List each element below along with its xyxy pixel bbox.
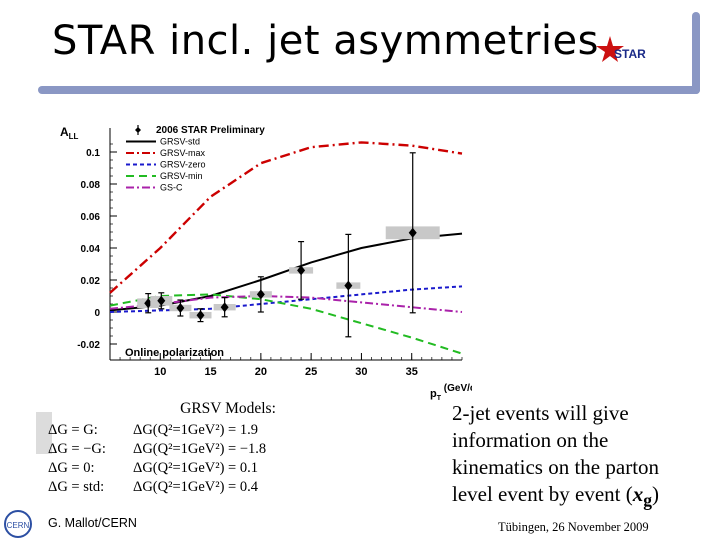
model-dg: ΔG = G: [48, 422, 98, 438]
model-row: ΔG = std: ΔG(Q²=1GeV²) = 0.4 [48, 479, 348, 498]
x-tick-label: 35 [406, 366, 418, 378]
model-dg: ΔG = std: [48, 479, 105, 495]
x-tick-label: 30 [355, 366, 367, 378]
model-row: ΔG = G: ΔG(Q²=1GeV²) = 1.9 [48, 422, 348, 441]
data-point [176, 303, 185, 313]
curve-grsv-min [109, 293, 463, 355]
legend-label: GRSV-min [160, 171, 203, 181]
description-line4-prefix: level event by event ( [452, 482, 633, 506]
legend-label: GRSV-zero [160, 160, 206, 170]
y-tick-label: 0 [94, 308, 100, 319]
description-line: level event by event (xg) [452, 481, 712, 514]
y-tick-label: 0.02 [81, 276, 101, 287]
title-side-bar [692, 12, 700, 94]
description-line: 2-jet events will give [452, 401, 629, 425]
model-row: ΔG = −G: ΔG(Q²=1GeV²) = −1.8 [48, 441, 348, 460]
slide-title: STAR incl. jet asymmetries [52, 18, 599, 64]
legend-label: GS-C [160, 183, 183, 193]
y-tick-label: 0.06 [81, 212, 101, 223]
title-underline-bar [38, 86, 700, 94]
star-logo-star-icon [596, 36, 624, 62]
description-line4-suffix: ) [652, 482, 660, 506]
data-point [344, 280, 353, 291]
x-tick-label: 25 [305, 366, 317, 378]
data-point [220, 302, 229, 313]
description-text: 2-jet events will give information on th… [452, 400, 712, 514]
curve-grsv-max [109, 141, 463, 294]
description-line: kinematics on the parton [452, 455, 660, 479]
x-tick-label: 15 [204, 366, 216, 378]
curve-grsv-zero [109, 285, 463, 313]
star-logo-text: STAR [614, 47, 646, 61]
description-sub: g [643, 490, 653, 511]
decorative-grey-box [36, 412, 52, 454]
data-point [144, 298, 153, 309]
data-point [297, 265, 306, 276]
y-tick-label: -0.02 [77, 340, 100, 351]
legend-label: GRSV-max [160, 148, 206, 158]
model-value: ΔG(Q²=1GeV²) = 1.9 [133, 422, 258, 438]
asymmetry-chart: -0.02 0 0.02 0.04 0.06 0.08 0.1 10 15 20 25 30 35 ALL… [60, 125, 472, 402]
description-var: x [632, 482, 644, 506]
data-point [256, 289, 265, 300]
legend-label: GRSV-std [160, 137, 200, 147]
curve-gs-c [109, 294, 463, 313]
model-value: ΔG(Q²=1GeV²) = −1.8 [133, 441, 267, 457]
cern-logo-text: CERN [7, 521, 30, 530]
model-value: ΔG(Q²=1GeV²) = 0.1 [133, 460, 258, 476]
y-tick-label: 0.08 [81, 180, 101, 191]
data-point [157, 295, 166, 306]
model-row: ΔG = 0: ΔG(Q²=1GeV²) = 0.1 [48, 460, 348, 479]
data-point [196, 310, 205, 321]
x-tick-label: 20 [255, 366, 267, 378]
star-logo: STAR [596, 36, 646, 62]
x-tick-label: 10 [154, 366, 166, 378]
footer-date: Tübingen, 26 November 2009 [498, 520, 649, 534]
description-line: information on the [452, 428, 609, 452]
models-title: GRSV Models: [180, 400, 276, 417]
cern-logo: CERN [4, 510, 32, 538]
models-legend: GRSV Models: ΔG = G: ΔG(Q²=1GeV²) = 1.9 Δ… [48, 400, 348, 498]
model-dg: ΔG = 0: [48, 460, 95, 476]
y-axis-label: ALL [60, 125, 79, 141]
legend-title: 2006 STAR Preliminary [156, 125, 265, 136]
chart-annotation: Online polarization [125, 347, 224, 359]
cern-logo-ring-icon [4, 510, 32, 538]
data-point [408, 227, 417, 238]
y-tick-label: 0.1 [86, 148, 100, 159]
footer-author: G. Mallot/CERN [48, 516, 137, 530]
model-dg: ΔG = −G: [48, 441, 106, 457]
legend-marker [135, 127, 141, 133]
y-tick-label: 0.04 [81, 244, 101, 255]
model-value: ΔG(Q²=1GeV²) = 0.4 [133, 479, 258, 495]
